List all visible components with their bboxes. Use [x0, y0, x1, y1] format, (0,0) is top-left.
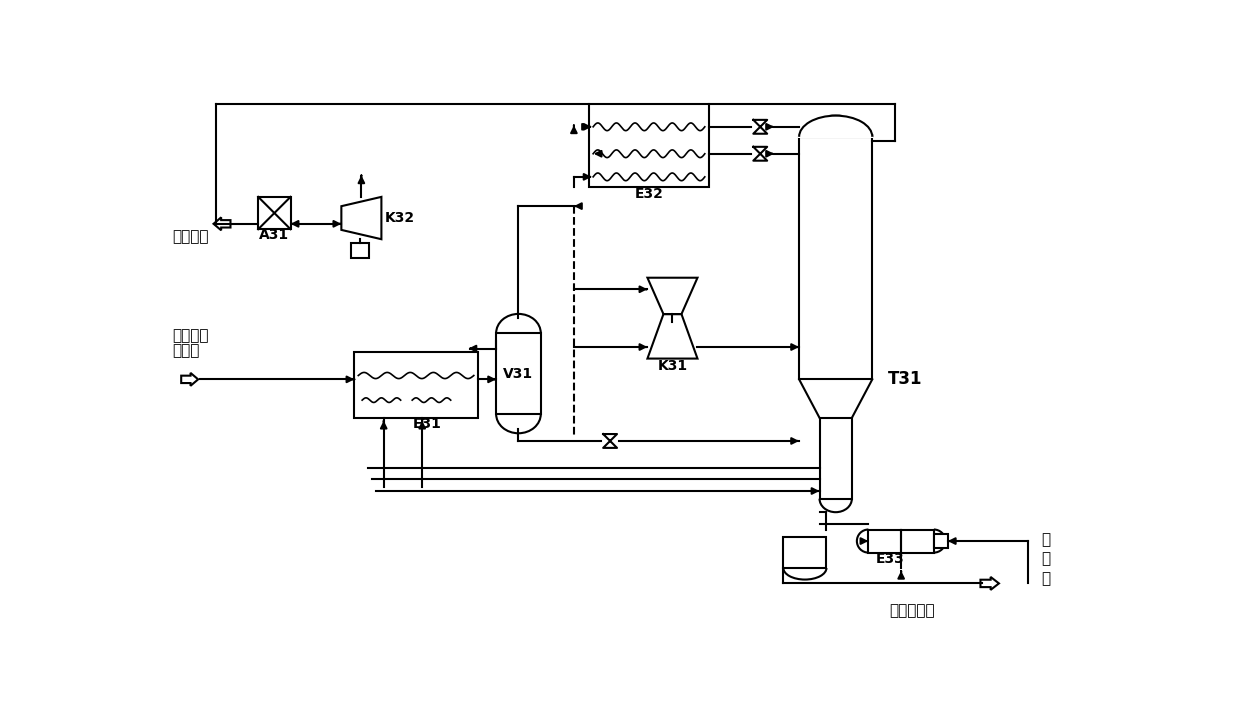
Bar	[784, 537, 826, 568]
Text: 脱水后的: 脱水后的	[172, 328, 208, 343]
Bar	[820, 418, 852, 499]
Text: 原料气: 原料气	[172, 343, 200, 358]
Text: E33: E33	[877, 552, 905, 566]
Bar	[258, 197, 290, 229]
Text: A31: A31	[259, 228, 289, 242]
Text: T31: T31	[888, 370, 923, 388]
Text: E31: E31	[413, 417, 441, 431]
Bar	[496, 333, 541, 414]
Bar	[799, 115, 873, 137]
Text: K32: K32	[386, 211, 415, 225]
Bar	[355, 352, 477, 418]
Text: 外输干气: 外输干气	[172, 229, 208, 244]
Text: 导
热
油: 导 热 油	[1042, 532, 1050, 586]
Text: E32: E32	[635, 187, 663, 201]
Bar	[868, 529, 934, 552]
Bar	[589, 103, 708, 187]
Text: 去脱乙烷塔: 去脱乙烷塔	[889, 603, 935, 618]
Text: K31: K31	[657, 359, 687, 373]
Bar	[351, 243, 370, 258]
Bar	[799, 137, 872, 380]
Text: V31: V31	[503, 367, 533, 380]
Bar	[934, 534, 947, 548]
